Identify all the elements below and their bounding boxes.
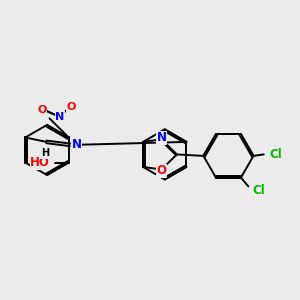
Text: N: N: [157, 131, 166, 144]
Text: O: O: [67, 102, 76, 112]
Text: O: O: [38, 104, 47, 115]
Text: HO: HO: [30, 156, 50, 169]
Text: N: N: [71, 138, 82, 151]
Text: Cl: Cl: [253, 184, 266, 197]
Text: N: N: [55, 112, 64, 122]
Text: O: O: [157, 164, 166, 178]
Text: H: H: [41, 148, 49, 158]
Text: Cl: Cl: [270, 148, 282, 161]
